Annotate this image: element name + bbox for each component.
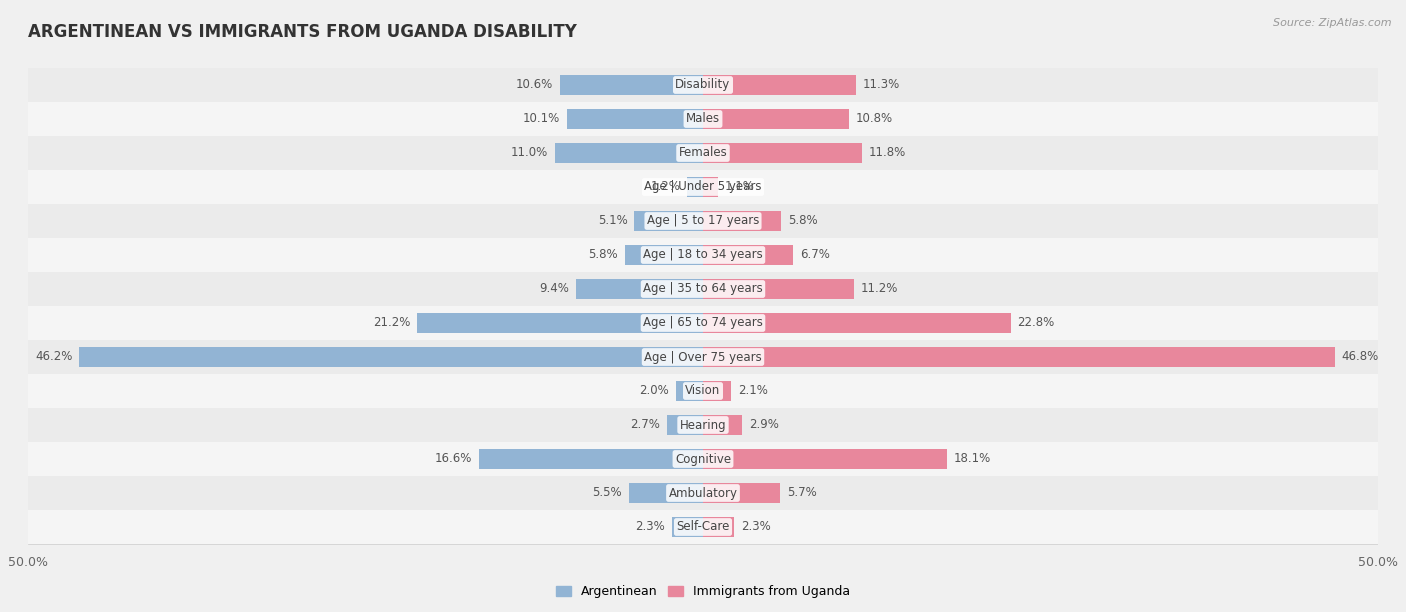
Text: Age | Under 5 years: Age | Under 5 years bbox=[644, 181, 762, 193]
Text: Age | Over 75 years: Age | Over 75 years bbox=[644, 351, 762, 364]
Bar bbox=[703, 279, 855, 299]
Text: ARGENTINEAN VS IMMIGRANTS FROM UGANDA DISABILITY: ARGENTINEAN VS IMMIGRANTS FROM UGANDA DI… bbox=[28, 23, 576, 41]
Bar bbox=[703, 75, 855, 95]
Bar bbox=[686, 177, 703, 197]
Text: 6.7%: 6.7% bbox=[800, 248, 830, 261]
Bar bbox=[666, 415, 703, 435]
Text: Disability: Disability bbox=[675, 78, 731, 92]
Bar bbox=[703, 313, 1011, 333]
Text: 5.5%: 5.5% bbox=[592, 487, 621, 499]
Bar bbox=[634, 211, 703, 231]
Text: 2.3%: 2.3% bbox=[741, 520, 770, 534]
Text: 5.1%: 5.1% bbox=[598, 214, 627, 228]
Text: 10.8%: 10.8% bbox=[855, 113, 893, 125]
Text: 11.8%: 11.8% bbox=[869, 146, 907, 160]
Text: Age | 65 to 74 years: Age | 65 to 74 years bbox=[643, 316, 763, 329]
Bar bbox=[703, 347, 1334, 367]
Text: 11.2%: 11.2% bbox=[860, 283, 898, 296]
Bar bbox=[28, 272, 1378, 306]
Bar bbox=[567, 109, 703, 129]
Text: 2.9%: 2.9% bbox=[749, 419, 779, 431]
Text: 11.3%: 11.3% bbox=[862, 78, 900, 92]
Bar bbox=[560, 75, 703, 95]
Text: 16.6%: 16.6% bbox=[434, 452, 472, 466]
Text: Source: ZipAtlas.com: Source: ZipAtlas.com bbox=[1274, 18, 1392, 28]
Bar bbox=[28, 442, 1378, 476]
Text: 2.7%: 2.7% bbox=[630, 419, 659, 431]
Bar bbox=[28, 204, 1378, 238]
Bar bbox=[672, 517, 703, 537]
Bar bbox=[628, 483, 703, 503]
Bar bbox=[676, 381, 703, 401]
Bar bbox=[703, 415, 742, 435]
Bar bbox=[28, 136, 1378, 170]
Bar bbox=[703, 109, 849, 129]
Bar bbox=[28, 306, 1378, 340]
Text: 46.8%: 46.8% bbox=[1341, 351, 1379, 364]
Bar bbox=[479, 449, 703, 469]
Bar bbox=[554, 143, 703, 163]
Bar bbox=[28, 102, 1378, 136]
Text: Self-Care: Self-Care bbox=[676, 520, 730, 534]
Text: Age | 5 to 17 years: Age | 5 to 17 years bbox=[647, 214, 759, 228]
Text: Cognitive: Cognitive bbox=[675, 452, 731, 466]
Text: 5.8%: 5.8% bbox=[787, 214, 818, 228]
Bar bbox=[28, 340, 1378, 374]
Bar bbox=[703, 245, 793, 265]
Bar bbox=[28, 510, 1378, 544]
Text: 46.2%: 46.2% bbox=[35, 351, 73, 364]
Text: 11.0%: 11.0% bbox=[510, 146, 548, 160]
Bar bbox=[703, 449, 948, 469]
Bar bbox=[28, 238, 1378, 272]
Bar bbox=[79, 347, 703, 367]
Bar bbox=[703, 177, 718, 197]
Text: Females: Females bbox=[679, 146, 727, 160]
Text: Age | 18 to 34 years: Age | 18 to 34 years bbox=[643, 248, 763, 261]
Text: 9.4%: 9.4% bbox=[540, 283, 569, 296]
Bar bbox=[28, 408, 1378, 442]
Text: 5.7%: 5.7% bbox=[787, 487, 817, 499]
Text: 22.8%: 22.8% bbox=[1018, 316, 1054, 329]
Bar bbox=[703, 143, 862, 163]
Text: Vision: Vision bbox=[685, 384, 721, 398]
Text: Hearing: Hearing bbox=[679, 419, 727, 431]
Text: 21.2%: 21.2% bbox=[373, 316, 411, 329]
Bar bbox=[624, 245, 703, 265]
Text: 1.2%: 1.2% bbox=[650, 181, 681, 193]
Bar bbox=[703, 211, 782, 231]
Text: 10.6%: 10.6% bbox=[516, 78, 553, 92]
Bar bbox=[703, 483, 780, 503]
Bar bbox=[28, 476, 1378, 510]
Bar bbox=[703, 381, 731, 401]
Legend: Argentinean, Immigrants from Uganda: Argentinean, Immigrants from Uganda bbox=[551, 580, 855, 603]
Bar bbox=[703, 517, 734, 537]
Text: 1.1%: 1.1% bbox=[724, 181, 755, 193]
Bar bbox=[28, 68, 1378, 102]
Text: 2.3%: 2.3% bbox=[636, 520, 665, 534]
Text: Males: Males bbox=[686, 113, 720, 125]
Bar bbox=[576, 279, 703, 299]
Text: 2.1%: 2.1% bbox=[738, 384, 768, 398]
Bar bbox=[416, 313, 703, 333]
Text: Ambulatory: Ambulatory bbox=[668, 487, 738, 499]
Text: 5.8%: 5.8% bbox=[588, 248, 619, 261]
Bar bbox=[28, 170, 1378, 204]
Text: 18.1%: 18.1% bbox=[955, 452, 991, 466]
Text: Age | 35 to 64 years: Age | 35 to 64 years bbox=[643, 283, 763, 296]
Text: 2.0%: 2.0% bbox=[640, 384, 669, 398]
Bar bbox=[28, 374, 1378, 408]
Text: 10.1%: 10.1% bbox=[523, 113, 560, 125]
